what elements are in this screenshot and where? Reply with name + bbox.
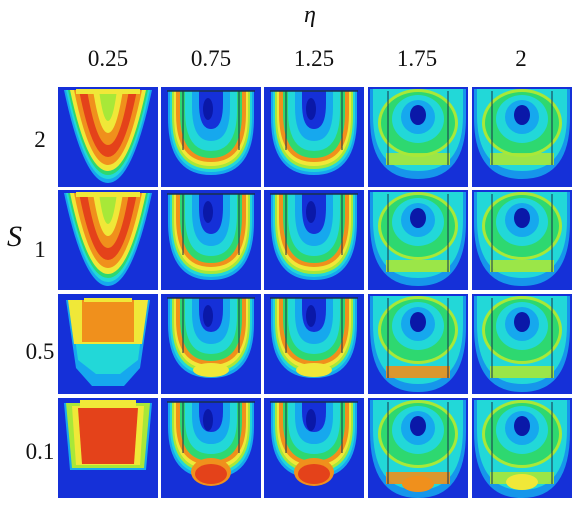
contour-panel-s0.1-eta1.75	[368, 398, 468, 498]
column-label-0.75: 0.75	[190, 46, 232, 71]
column-label-0.25: 0.25	[87, 46, 129, 71]
contour-panel-s2-eta1.25	[264, 87, 364, 187]
contour-panel-s0.5-eta0.25	[58, 294, 158, 394]
contour-panel-s1-eta2	[472, 190, 572, 290]
column-label-2: 2	[515, 46, 527, 71]
row-label-0.1: 0.1	[25, 439, 55, 464]
contour-panel-s0.5-eta1.25	[264, 294, 364, 394]
contour-panel-s1-eta0.75	[161, 190, 261, 290]
row-label-1: 1	[34, 237, 46, 262]
column-label-1.25: 1.25	[293, 46, 335, 71]
contour-panel-s1-eta0.25	[58, 190, 158, 290]
contour-panel-s0.1-eta1.25	[264, 398, 364, 498]
s-axis-label: S	[7, 220, 22, 253]
column-label-1.75: 1.75	[396, 46, 438, 71]
contour-panel-s2-eta0.25	[58, 87, 158, 187]
contour-panel-s1-eta1.25	[264, 190, 364, 290]
contour-panel-s0.1-eta0.75	[161, 398, 261, 498]
contour-panel-s2-eta1.75	[368, 87, 468, 187]
row-label-0.5: 0.5	[25, 339, 55, 364]
contour-panel-s0.5-eta0.75	[161, 294, 261, 394]
contour-panel-s2-eta0.75	[161, 87, 261, 187]
row-label-2: 2	[34, 127, 46, 152]
contour-panel-s0.1-eta0.25	[58, 398, 158, 498]
eta-axis-label: η	[304, 2, 316, 28]
contour-panel-s2-eta2	[472, 87, 572, 187]
contour-panel-s0.1-eta2	[472, 398, 572, 498]
contour-panel-s0.5-eta2	[472, 294, 572, 394]
contour-panel-s1-eta1.75	[368, 190, 468, 290]
contour-panel-s0.5-eta1.75	[368, 294, 468, 394]
